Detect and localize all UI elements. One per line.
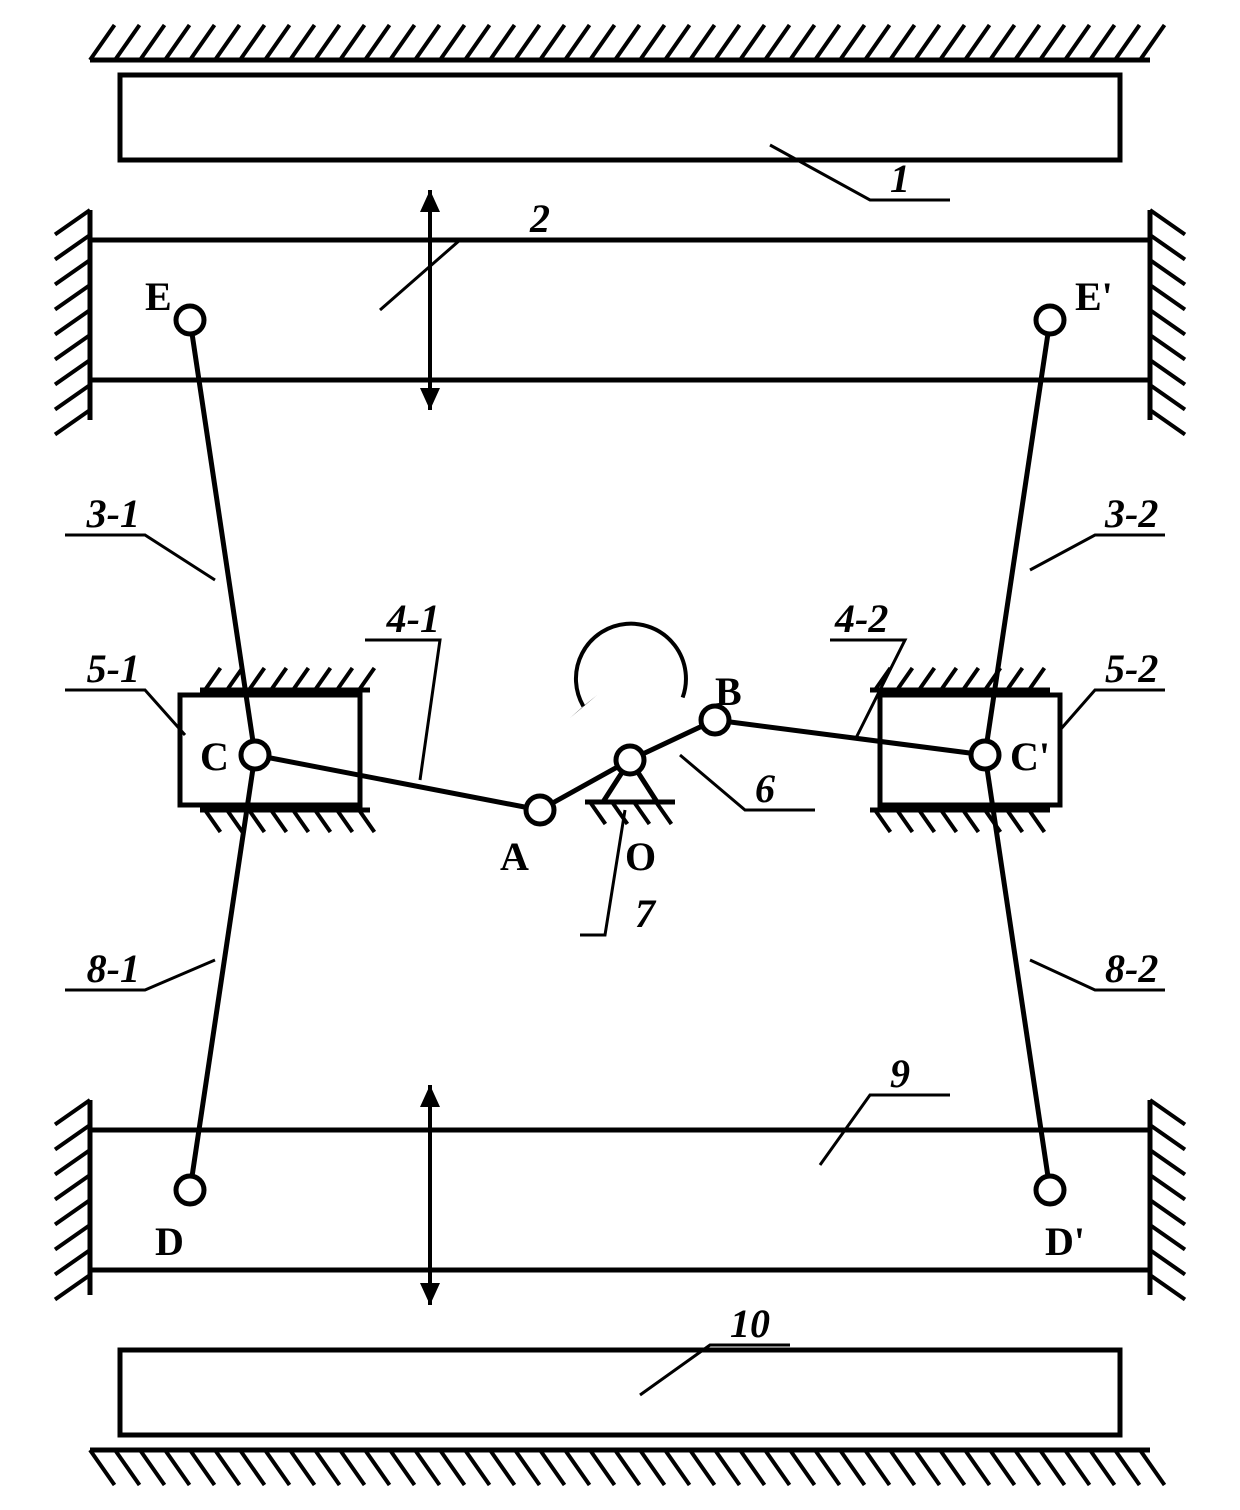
leader-1 — [770, 145, 950, 200]
point-label-D': D' — [1045, 1219, 1085, 1264]
label-7: 7 — [635, 891, 657, 936]
link-8-1 — [190, 755, 255, 1190]
joint-A — [526, 796, 554, 824]
joint-Ep — [1036, 306, 1064, 334]
joint-C — [241, 741, 269, 769]
label-3-2: 3-2 — [1104, 491, 1158, 536]
label-8-2: 8-2 — [1105, 946, 1158, 991]
joint-Dp — [1036, 1176, 1064, 1204]
label-3-1: 3-1 — [86, 491, 140, 536]
point-label-D: D — [155, 1219, 184, 1264]
joint-Cp — [971, 741, 999, 769]
leader-3-2 — [1030, 535, 1165, 570]
point-label-C: C — [200, 734, 229, 779]
link-8-2 — [985, 755, 1050, 1190]
label-4-1: 4-1 — [386, 596, 440, 641]
point-label-O: O — [625, 834, 656, 879]
label-8-1: 8-1 — [87, 946, 140, 991]
joint-O — [616, 746, 644, 774]
slider-2 — [90, 240, 1150, 380]
hatch-group — [90, 1450, 1165, 1485]
label-5-2: 5-2 — [1105, 646, 1158, 691]
hatch-group — [55, 1100, 90, 1300]
bar-1 — [120, 75, 1120, 160]
label-5-1: 5-1 — [87, 646, 140, 691]
label-4-2: 4-2 — [834, 596, 888, 641]
link-4-1 — [255, 755, 540, 810]
point-label-A: A — [500, 834, 529, 879]
slider-9 — [90, 1130, 1150, 1270]
hatch-group — [90, 25, 1165, 60]
leader-4-1 — [365, 640, 440, 780]
bar-10 — [120, 1350, 1120, 1435]
hatch-group — [205, 810, 374, 832]
point-label-B: B — [715, 669, 742, 714]
hatch-group — [875, 668, 1044, 690]
leader-5-2 — [1060, 690, 1165, 730]
label-6: 6 — [755, 766, 775, 811]
leader-6 — [680, 755, 815, 810]
hatch-group — [55, 210, 90, 435]
link-4-2 — [715, 720, 985, 755]
leader-7 — [580, 810, 625, 935]
hatch-group — [875, 810, 1044, 832]
label-2: 2 — [529, 196, 550, 241]
label-10: 10 — [730, 1301, 770, 1346]
point-label-E: E — [145, 274, 172, 319]
hatch-group — [205, 668, 374, 690]
label-1: 1 — [890, 156, 910, 201]
leader-3-1 — [65, 535, 215, 580]
hatch-group — [590, 802, 671, 824]
leader-2 — [380, 240, 540, 310]
point-label-E': E' — [1075, 274, 1113, 319]
hatch-group — [1150, 1100, 1185, 1300]
leader-5-1 — [65, 690, 185, 735]
label-9: 9 — [890, 1051, 910, 1096]
rotation-arrow — [576, 624, 686, 706]
joint-D — [176, 1176, 204, 1204]
point-label-C': C' — [1010, 734, 1050, 779]
joint-E — [176, 306, 204, 334]
hatch-group — [1150, 210, 1185, 435]
